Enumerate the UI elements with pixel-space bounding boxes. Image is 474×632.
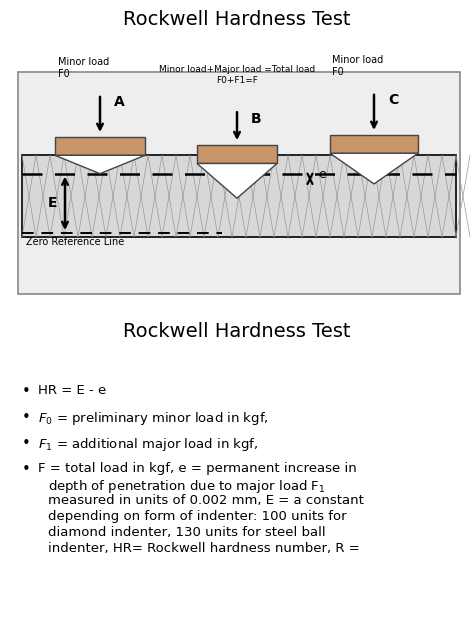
- Text: Minor load
F0: Minor load F0: [332, 55, 383, 76]
- Polygon shape: [197, 164, 277, 198]
- Text: measured in units of 0.002 mm, E = a constant: measured in units of 0.002 mm, E = a con…: [48, 494, 364, 507]
- Text: Minor load
F0: Minor load F0: [58, 58, 109, 79]
- Text: Rockwell Hardness Test: Rockwell Hardness Test: [123, 10, 351, 29]
- Text: E: E: [48, 197, 58, 210]
- Text: A: A: [114, 95, 125, 109]
- Text: Minor load+Major load =Total load
F0+F1=F: Minor load+Major load =Total load F0+F1=…: [159, 65, 315, 85]
- Text: depth of penetration due to major load F$_1$: depth of penetration due to major load F…: [48, 478, 326, 495]
- Text: C: C: [388, 93, 398, 107]
- Text: F = total load in kgf, e = permanent increase in: F = total load in kgf, e = permanent inc…: [38, 462, 357, 475]
- Text: $F_0$ = preliminary minor load in kgf,: $F_0$ = preliminary minor load in kgf,: [38, 410, 269, 427]
- Text: B: B: [251, 111, 262, 126]
- Text: diamond indenter, 130 units for steel ball: diamond indenter, 130 units for steel ba…: [48, 526, 326, 539]
- Text: indenter, HR= Rockwell hardness number, R =: indenter, HR= Rockwell hardness number, …: [48, 542, 360, 555]
- Bar: [18, 71, 460, 295]
- Text: $F_1$ = additional major load in kgf,: $F_1$ = additional major load in kgf,: [38, 436, 258, 453]
- Polygon shape: [55, 155, 145, 174]
- Bar: [197, 145, 277, 164]
- Text: •: •: [22, 384, 31, 399]
- Text: depending on form of indenter: 100 units for: depending on form of indenter: 100 units…: [48, 510, 346, 523]
- Bar: [22, 155, 456, 237]
- Polygon shape: [330, 154, 418, 184]
- Bar: [330, 135, 418, 154]
- Text: Zero Reference Line: Zero Reference Line: [26, 237, 124, 247]
- Bar: [55, 137, 145, 155]
- Text: e: e: [318, 168, 326, 181]
- Text: •: •: [22, 410, 31, 425]
- Bar: [22, 155, 456, 237]
- Text: Rockwell Hardness Test: Rockwell Hardness Test: [123, 322, 351, 341]
- Text: •: •: [22, 436, 31, 451]
- Text: •: •: [22, 462, 31, 477]
- Text: HR = E - e: HR = E - e: [38, 384, 106, 398]
